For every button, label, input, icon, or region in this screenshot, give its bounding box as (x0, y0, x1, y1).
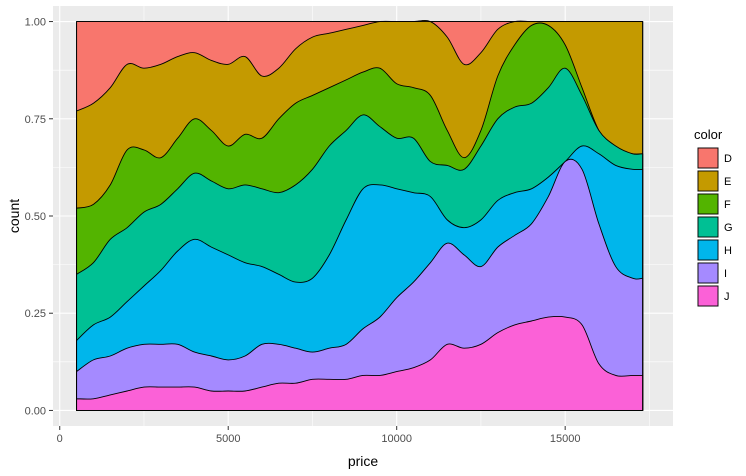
legend-label-F: F (724, 199, 731, 211)
y-tick-label: 1.00 (25, 17, 46, 29)
legend-label-E: E (724, 176, 731, 188)
y-tick-label: 0.00 (25, 405, 46, 417)
x-axis-title: price (348, 453, 379, 469)
density-areas (76, 19, 644, 411)
legend-label-G: G (724, 222, 733, 234)
legend-label-I: I (724, 268, 727, 280)
y-tick-label: 0.25 (25, 308, 46, 320)
legend-swatch-I (697, 262, 719, 284)
x-tick-label: 5000 (216, 433, 240, 445)
legend-label-J: J (724, 291, 730, 303)
panel-data-outline (76, 21, 644, 411)
legend-swatch-J (697, 285, 719, 307)
legend-label-D: D (724, 153, 732, 165)
x-tick-label: 15000 (550, 433, 581, 445)
legend-swatch-E (697, 170, 719, 192)
y-tick-label: 0.75 (25, 114, 46, 126)
x-tick-label: 10000 (381, 433, 412, 445)
y-axis-ticks: 0.00 0.25 0.50 0.75 1.00 (25, 17, 53, 417)
y-axis-title: count (6, 199, 22, 233)
x-tick-label: 0 (57, 433, 63, 445)
legend-label-H: H (724, 245, 732, 257)
legend-swatch-D (697, 147, 719, 169)
y-tick-label: 0.50 (25, 211, 46, 223)
data-extent-outline (76, 21, 644, 411)
legend-title: color (694, 127, 723, 142)
area-J (76, 315, 644, 411)
x-axis-ticks: 0 5000 10000 15000 (57, 426, 581, 445)
legend-swatch-F (697, 193, 719, 215)
legend-swatch-G (697, 216, 719, 238)
legend-swatch-H (697, 239, 719, 261)
